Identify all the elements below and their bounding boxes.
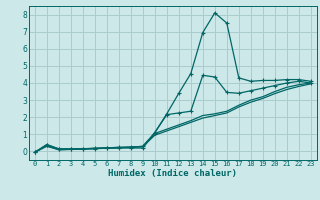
X-axis label: Humidex (Indice chaleur): Humidex (Indice chaleur)	[108, 169, 237, 178]
